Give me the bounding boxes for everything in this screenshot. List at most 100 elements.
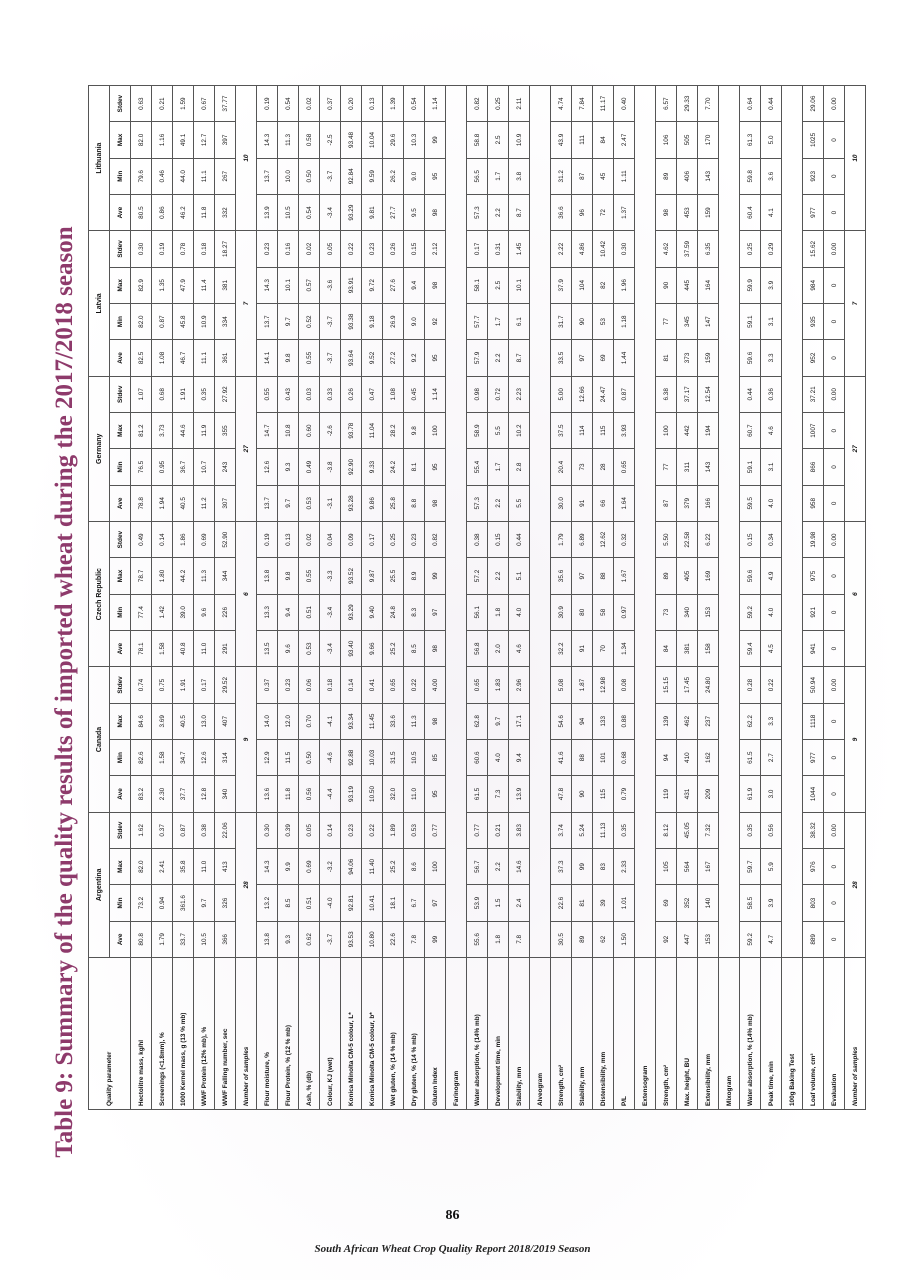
table-cell: 9.81: [361, 194, 383, 231]
sample-count-cell: 7: [844, 230, 866, 377]
table-cell: 1.35: [151, 267, 173, 304]
table-cell: 1.18: [613, 303, 635, 340]
table-cell: 0: [823, 703, 845, 740]
row-label: Development time, min: [487, 957, 509, 1110]
table-cell: 93.91: [340, 267, 362, 304]
row-label: Extensibility, mm: [697, 957, 719, 1110]
table-cell: 2.5: [487, 121, 509, 159]
table-cell: 3.69: [151, 703, 173, 740]
table-cell: 0.65: [466, 666, 488, 704]
table-cell: 100: [424, 848, 446, 885]
table-cell: 2.33: [613, 848, 635, 885]
table-cell: 0.44: [508, 521, 530, 558]
table-cell: 0.19: [256, 85, 278, 122]
table-cell: 1.83: [487, 666, 509, 704]
table-cell: 4.0: [487, 739, 509, 776]
table-cell: 0.68: [151, 376, 173, 413]
table-cell: 0.86: [151, 194, 173, 231]
table-cell: 0.16: [277, 230, 299, 268]
row-label: Colour, KJ (wet): [319, 957, 341, 1110]
table-cell: 60.7: [739, 412, 761, 449]
table-cell: 431: [676, 775, 698, 813]
table-cell: 9.52: [361, 339, 383, 377]
table-cell: 73: [655, 594, 677, 631]
table-cell: 84: [592, 121, 614, 159]
table-cell: 326: [214, 884, 236, 922]
table-cell: 941: [802, 630, 824, 667]
table-cell: 0.15: [487, 521, 509, 558]
table-cell: 61.9: [739, 775, 761, 813]
table-cell: 344: [214, 557, 236, 595]
table-cell: 0.18: [319, 666, 341, 704]
table-cell: 101: [592, 739, 614, 776]
table-cell: 405: [676, 557, 698, 595]
table-cell: 0.06: [298, 666, 320, 704]
table-cell: 5.24: [571, 812, 593, 849]
table-cell: 11.9: [193, 412, 215, 449]
table-cell: 1.39: [382, 85, 404, 122]
table-cell: 0.23: [340, 812, 362, 849]
table-cell: 57.2: [466, 557, 488, 595]
table-cell: 59.1: [739, 303, 761, 340]
table-cell: 0.53: [298, 485, 320, 522]
table-cell: 69: [592, 339, 614, 377]
table-cell: 0.69: [298, 848, 320, 885]
table-cell: 0.35: [739, 812, 761, 849]
table-cell: 114: [571, 412, 593, 449]
table-cell: 9.72: [361, 267, 383, 304]
table-cell: 78.8: [130, 485, 152, 522]
table-cell: 935: [802, 303, 824, 340]
table-cell: 61.3: [739, 121, 761, 159]
table-cell: 1.7: [487, 448, 509, 486]
table-cell: 47.8: [550, 775, 572, 813]
table-cell: 33.6: [382, 703, 404, 740]
table-cell: 19.98: [802, 521, 824, 558]
table-cell: 97: [424, 594, 446, 631]
table-cell: 0: [823, 158, 845, 195]
table-cell: 1.79: [550, 521, 572, 558]
table-cell: -3.1: [319, 485, 341, 522]
table-cell: 2.7: [760, 739, 782, 776]
table-cell: 1.86: [172, 521, 194, 558]
table-cell: 98: [424, 703, 446, 740]
table-cell: 381: [676, 630, 698, 667]
table-cell: 9.0: [403, 158, 425, 195]
table-cell: 2.12: [424, 230, 446, 268]
table-cell: 5.0: [760, 121, 782, 159]
table-cell: 62: [592, 921, 614, 958]
table-cell: 194: [697, 412, 719, 449]
table-cell: 82.0: [130, 121, 152, 159]
table-cell: 20.4: [550, 448, 572, 486]
table-cell: 9.5: [403, 194, 425, 231]
table-cell: 0.14: [151, 521, 173, 558]
table-cell: 0.02: [298, 521, 320, 558]
table-cell: 0.05: [319, 230, 341, 268]
table-cell: 12.6: [193, 739, 215, 776]
row-label: 100g Baking Test: [781, 957, 803, 1110]
table-cell: 8.3: [403, 594, 425, 631]
table-cell: 2.23: [508, 376, 530, 413]
table-cell: 7.84: [571, 85, 593, 122]
table-cell: 0.34: [760, 521, 782, 558]
table-row: Flour Protein, % (12 % mb) 9.3 8.5 9.9 0.39 1…: [277, 85, 299, 1110]
table-cell: 10.1: [508, 267, 530, 304]
column-header-stat: Min: [109, 884, 131, 922]
table-cell: 24.8: [382, 594, 404, 631]
table-cell: 119: [655, 775, 677, 813]
row-label: Peak time, min: [760, 957, 782, 1110]
table-cell: 0.87: [151, 303, 173, 340]
row-label: Loaf volume, cm³: [802, 957, 824, 1110]
table-cell: 0.46: [151, 158, 173, 195]
column-header-stat: Stdev: [109, 376, 131, 413]
table-cell: 373: [676, 339, 698, 377]
table-cell: 0.50: [298, 158, 320, 195]
column-header-stat: Min: [109, 594, 131, 631]
table-cell: 95: [424, 339, 446, 377]
table-cell: 18.27: [214, 230, 236, 268]
table-cell: 11.1: [193, 158, 215, 195]
table-cell: 37.9: [550, 267, 572, 304]
row-label: Alveogram: [529, 957, 551, 1110]
sample-count-row: Number of samples 28 9 6 27 7 10: [844, 85, 866, 1110]
table-cell: 0.22: [361, 812, 383, 849]
table-cell: 0.58: [298, 121, 320, 159]
